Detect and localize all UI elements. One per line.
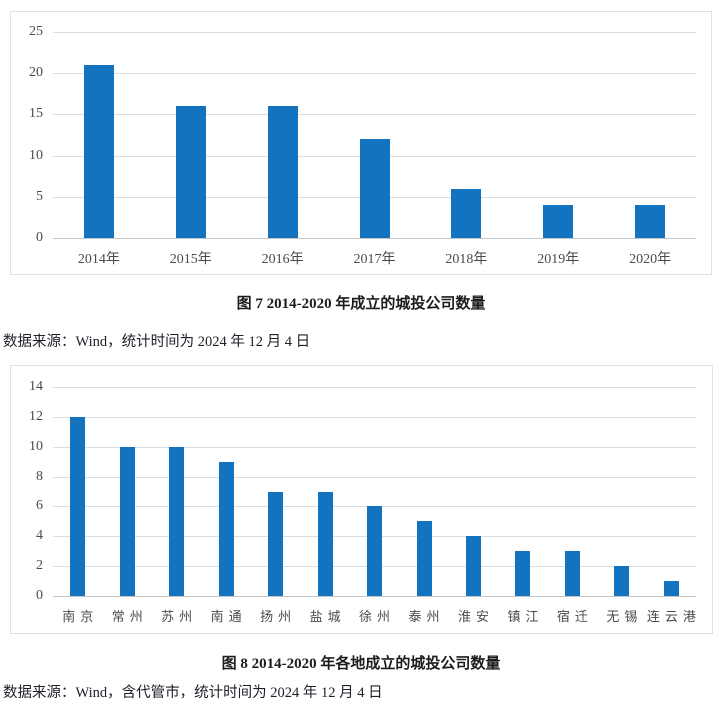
bar-淮安 xyxy=(465,536,481,596)
figure7-caption: 图 7 2014-2020 年成立的城投公司数量 xyxy=(236,296,486,312)
y-tick-label: 20 xyxy=(29,65,43,81)
bar-slot xyxy=(237,32,329,238)
bar-series xyxy=(53,32,696,238)
bar-slot xyxy=(647,387,696,596)
gridline xyxy=(53,416,696,418)
bar-2018年 xyxy=(451,188,482,238)
figure8-caption: 图 8 2014-2020 年各地成立的城投公司数量 xyxy=(221,656,501,672)
x-tick-label: 2014年 xyxy=(77,252,120,267)
gridline xyxy=(53,114,696,116)
x-tick-label: 泰州 xyxy=(408,609,445,624)
x-tick-label: 镇江 xyxy=(507,609,544,624)
x-axis-labels: 2014年 2015年 2016年 2017年 2018年 2019年 2020年 xyxy=(53,248,696,268)
bar-slot xyxy=(597,387,646,596)
y-tick-label: 25 xyxy=(29,24,43,39)
bar-slot xyxy=(548,387,597,596)
plot-area xyxy=(53,32,696,239)
bar-徐州 xyxy=(367,506,383,596)
bar-slot xyxy=(152,387,201,596)
y-tick-label: 0 xyxy=(36,230,43,245)
y-tick-label: 12 xyxy=(29,408,43,424)
gridline xyxy=(53,73,696,75)
x-axis-labels: 南京 常州 苏州 南通 扬州 盐城 徐州 泰州 淮安 镇江 宿迁 无锡 连云港 xyxy=(53,606,696,625)
bar-slot xyxy=(512,32,604,238)
x-tick-label: 南京 xyxy=(62,609,99,624)
bar-无锡 xyxy=(614,566,630,596)
bar-slot xyxy=(53,32,145,238)
y-tick-label: 10 xyxy=(29,438,43,454)
x-tick-label: 盐城 xyxy=(309,609,346,624)
bar-slot xyxy=(201,387,250,596)
x-tick-label: 2019年 xyxy=(537,252,580,267)
figure7-bar-chart: 0 5 10 15 20 25 2014年 2015年 2016年 2017年 2018年 2019年… xyxy=(10,11,712,275)
x-tick-label: 无锡 xyxy=(606,609,643,624)
bar-扬州 xyxy=(268,491,284,596)
figure8-source: 数据来源：Wind，含代管市，统计时间为 2024 年 12 月 4 日 xyxy=(3,685,383,701)
bar-series xyxy=(53,387,696,596)
y-axis: 0 5 10 15 20 25 xyxy=(11,24,53,245)
x-tick-label: 淮安 xyxy=(457,609,494,624)
bar-南京 xyxy=(70,416,86,596)
bar-slot xyxy=(251,387,300,596)
bar-宿迁 xyxy=(564,551,580,596)
bar-常州 xyxy=(119,446,135,596)
x-tick-label: 2018年 xyxy=(445,252,488,267)
x-tick-label: 宿迁 xyxy=(556,609,593,624)
bar-镇江 xyxy=(515,551,531,596)
x-tick-label: 苏州 xyxy=(161,609,198,624)
bar-连云港 xyxy=(663,581,679,596)
bar-2015年 xyxy=(175,106,206,238)
x-tick-label: 2016年 xyxy=(261,252,304,267)
bar-2017年 xyxy=(359,139,390,238)
x-tick-label: 2015年 xyxy=(169,252,212,267)
x-tick-label: 南通 xyxy=(210,609,247,624)
figure8-bar-chart: 0 2 4 6 8 10 12 14 南京 常州 苏州 南通 扬州 盐城 徐州 泰州 淮安 镇江 宿迁 无锡 连云港 xyxy=(10,365,713,634)
figure7-source: 数据来源：Wind，统计时间为 2024 年 12 月 4 日 xyxy=(3,334,311,350)
bar-2016年 xyxy=(267,106,298,238)
bar-2014年 xyxy=(83,64,114,238)
bar-slot xyxy=(604,32,696,238)
y-tick-label: 4 xyxy=(36,528,43,544)
gridline xyxy=(53,387,696,388)
x-tick-label: 连云港 xyxy=(646,609,701,624)
bar-slot xyxy=(399,387,448,596)
bar-2020年 xyxy=(635,205,666,238)
gridline xyxy=(53,476,696,478)
x-axis-line xyxy=(53,596,696,597)
y-tick-label: 6 xyxy=(36,498,43,514)
x-tick-label: 扬州 xyxy=(260,609,297,624)
bar-盐城 xyxy=(317,491,333,596)
bar-slot xyxy=(350,387,399,596)
bar-泰州 xyxy=(416,521,432,596)
y-tick-label: 8 xyxy=(36,468,43,484)
gridline xyxy=(53,446,696,448)
x-tick-label: 徐州 xyxy=(359,609,396,624)
bar-2019年 xyxy=(543,205,574,238)
y-tick-label: 14 xyxy=(29,379,43,394)
bar-苏州 xyxy=(169,446,185,596)
bar-slot xyxy=(329,32,421,238)
gridline xyxy=(53,32,696,33)
x-axis-line xyxy=(53,238,696,239)
x-tick-label: 常州 xyxy=(111,609,148,624)
bar-slot xyxy=(498,387,547,596)
y-tick-label: 15 xyxy=(29,106,43,122)
bar-slot xyxy=(145,32,237,238)
bar-slot xyxy=(420,32,512,238)
bar-slot xyxy=(449,387,498,596)
x-tick-label: 2017年 xyxy=(353,252,396,267)
y-tick-label: 0 xyxy=(36,588,43,603)
y-tick-label: 5 xyxy=(36,188,43,204)
x-tick-label: 2020年 xyxy=(629,252,672,267)
bar-南通 xyxy=(218,461,234,596)
y-tick-label: 10 xyxy=(29,147,43,163)
plot-area xyxy=(53,387,696,597)
bar-slot xyxy=(53,387,102,596)
y-axis: 0 2 4 6 8 10 12 14 xyxy=(11,379,53,603)
y-tick-label: 2 xyxy=(36,558,43,574)
bar-slot xyxy=(102,387,151,596)
bar-slot xyxy=(300,387,349,596)
